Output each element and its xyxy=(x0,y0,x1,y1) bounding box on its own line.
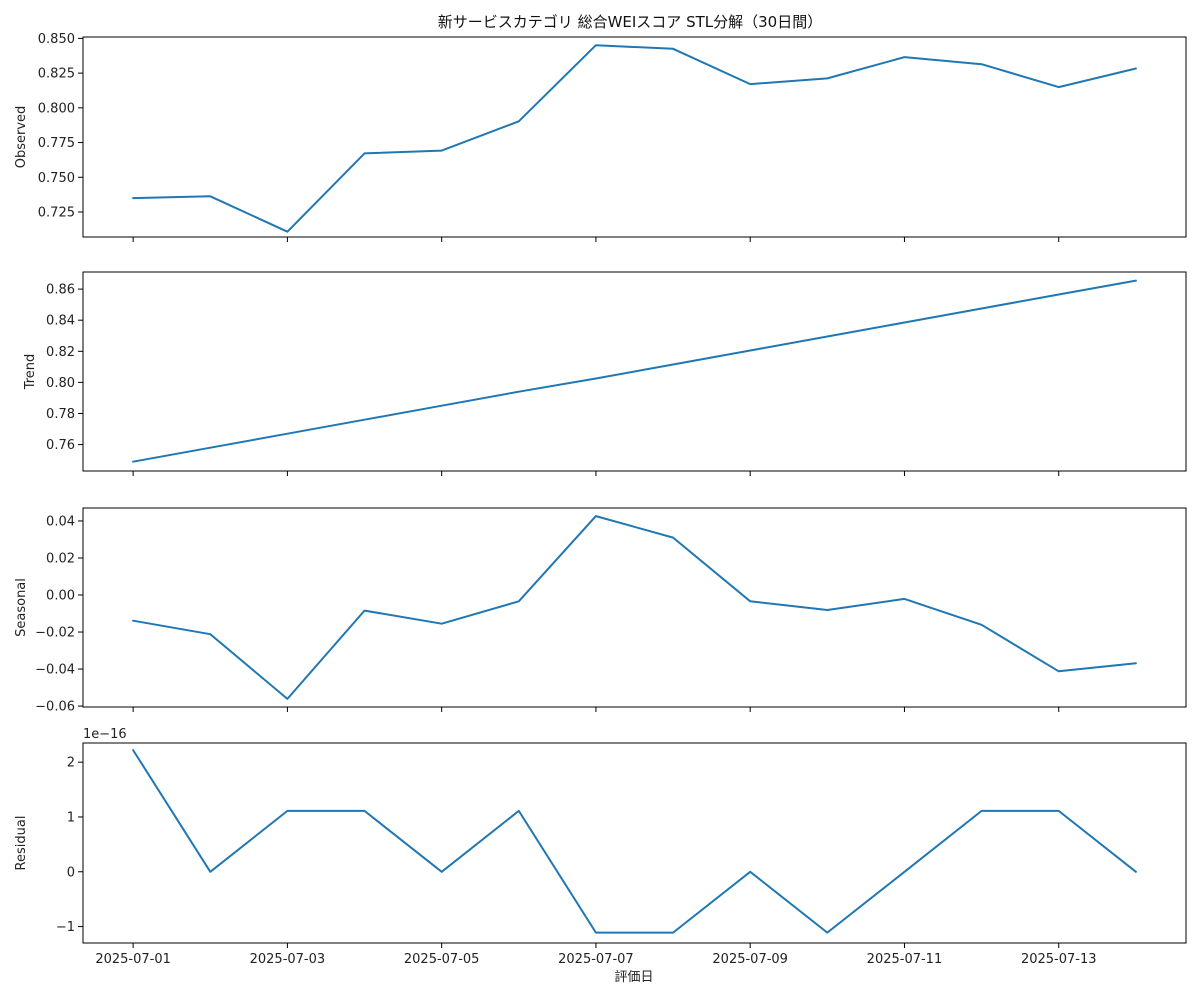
trend-y-tick-label: 0.76 xyxy=(46,438,75,453)
x-tick-label: 2025-07-07 xyxy=(558,952,634,967)
seasonal-y-tick-label: 0.00 xyxy=(46,589,75,604)
seasonal-y-tick-label: −0.02 xyxy=(35,626,75,641)
panel-observed: 0.725 0.750 0.775 0.800 0.825 0.850 Observed xyxy=(14,32,1187,242)
seasonal-y-axis-label: Seasonal xyxy=(14,578,29,637)
x-tick-label: 2025-07-09 xyxy=(712,952,788,967)
seasonal-y-tick-label: −0.04 xyxy=(35,663,75,678)
seasonal-y-tick-label: −0.06 xyxy=(35,700,75,715)
x-tick-label: 2025-07-11 xyxy=(867,952,943,967)
x-axis-label: 評価日 xyxy=(614,970,653,985)
trend-y-tick-label: 0.80 xyxy=(46,376,75,391)
observed-series-line xyxy=(132,44,1137,233)
observed-y-tick-label: 0.825 xyxy=(38,67,75,82)
trend-y-tick-label: 0.86 xyxy=(46,283,75,298)
x-tick-label: 2025-07-13 xyxy=(1021,952,1097,967)
residual-offset-label: 1e−16 xyxy=(83,727,127,742)
panels-group: 0.7250.7500.7750.8000.8250.850Observed0.… xyxy=(14,32,1187,967)
trend-y-tick-label: 0.84 xyxy=(46,314,75,329)
panel-seasonal: −0.06 −0.04 −0.02 0.00 0.02 0.04 Seasonal xyxy=(14,507,1187,715)
seasonal-y-tick-label: 0.02 xyxy=(46,551,75,566)
residual-y-tick-label: 0 xyxy=(67,865,75,880)
observed-y-tick-label: 0.750 xyxy=(38,171,75,186)
residual-y-tick-label: −1 xyxy=(56,920,75,935)
observed-y-tick-label: 0.725 xyxy=(38,206,75,221)
panel-trend: 0.76 0.78 0.80 0.82 0.84 0.86 Trend xyxy=(23,271,1187,476)
observed-y-tick-label: 0.850 xyxy=(38,32,75,47)
trend-y-tick-label: 0.82 xyxy=(46,345,75,360)
seasonal-y-tick-label: 0.04 xyxy=(46,514,75,529)
residual-y-tick-label: 1 xyxy=(67,810,75,825)
x-tick-label: 2025-07-01 xyxy=(95,952,171,967)
residual-axes-frame xyxy=(82,742,1187,944)
x-tick-label: 2025-07-03 xyxy=(250,952,326,967)
observed-y-tick-label: 0.775 xyxy=(38,136,75,151)
residual-y-axis-label: Residual xyxy=(14,816,29,871)
residual-y-tick-label: 2 xyxy=(67,756,75,771)
observed-y-tick-label: 0.800 xyxy=(38,101,75,116)
trend-series-line xyxy=(132,279,1137,463)
trend-axes-frame xyxy=(82,271,1187,472)
seasonal-axes-frame xyxy=(82,507,1187,708)
trend-y-tick-label: 0.78 xyxy=(46,407,75,422)
panel-residual: −1 0 1 2 2025-07-01 2025-07-03 2025-07-05 2025-… xyxy=(14,727,1187,967)
observed-axes-frame xyxy=(82,36,1187,238)
seasonal-series-line xyxy=(132,515,1137,700)
chart-title: 新サービスカテゴリ 総合WEIスコア STL分解（30日間） xyxy=(438,13,822,31)
observed-y-axis-label: Observed xyxy=(14,106,29,169)
x-tick-label: 2025-07-05 xyxy=(404,952,480,967)
residual-series-line xyxy=(132,749,1137,934)
trend-y-axis-label: Trend xyxy=(23,354,38,391)
